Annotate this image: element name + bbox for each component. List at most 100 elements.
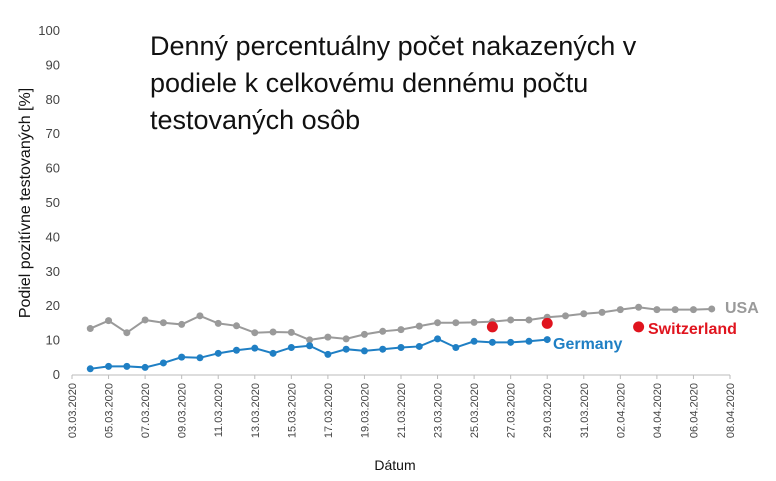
data-point xyxy=(397,326,405,334)
data-point xyxy=(141,363,149,371)
y-tick-label: 50 xyxy=(46,195,60,210)
x-tick-label: 19.03.2020 xyxy=(359,383,371,438)
x-tick-label: 25.03.2020 xyxy=(469,383,481,438)
data-point xyxy=(342,335,350,343)
x-tick-label: 21.03.2020 xyxy=(396,383,408,438)
data-point xyxy=(251,329,259,337)
data-point xyxy=(251,344,259,352)
data-point xyxy=(470,337,478,345)
x-tick-label: 06.04.2020 xyxy=(688,383,700,438)
series-line xyxy=(90,337,548,370)
data-point xyxy=(598,308,606,316)
data-point xyxy=(543,336,551,344)
data-point xyxy=(159,359,167,367)
data-point xyxy=(214,319,222,327)
data-point xyxy=(196,354,204,362)
data-point xyxy=(708,305,716,313)
data-point xyxy=(86,365,94,373)
x-tick-label: 07.03.2020 xyxy=(140,383,152,438)
data-point xyxy=(415,342,423,350)
data-point xyxy=(653,306,661,314)
data-point xyxy=(434,335,442,343)
data-point xyxy=(580,310,588,318)
x-tick-label: 13.03.2020 xyxy=(250,383,262,438)
data-point xyxy=(324,350,332,358)
data-point xyxy=(306,336,314,344)
data-point xyxy=(269,349,277,357)
data-point xyxy=(123,329,131,337)
x-tick-label: 02.04.2020 xyxy=(615,383,627,438)
series-label: USA xyxy=(725,300,759,317)
data-point xyxy=(105,317,113,325)
data-point xyxy=(397,343,405,351)
data-point xyxy=(541,317,553,329)
x-tick-label: 31.03.2020 xyxy=(579,383,591,438)
x-tick-label: 09.03.2020 xyxy=(177,383,189,438)
data-point xyxy=(159,319,167,327)
y-tick-label: 10 xyxy=(46,333,60,348)
y-tick-label: 100 xyxy=(38,23,60,38)
series-label: Germany xyxy=(553,336,622,353)
x-tick-label: 08.04.2020 xyxy=(725,383,737,438)
data-point xyxy=(452,319,460,327)
data-point xyxy=(196,312,204,320)
data-point xyxy=(379,327,387,335)
data-point xyxy=(360,347,368,355)
y-tick-label: 80 xyxy=(46,92,60,107)
data-point xyxy=(562,312,569,320)
data-point xyxy=(488,338,496,346)
chart-title: Denný percentuálny počet nakazených v po… xyxy=(150,31,637,135)
x-tick-label: 23.03.2020 xyxy=(433,383,445,438)
data-point xyxy=(507,338,515,346)
x-tick-label: 15.03.2020 xyxy=(286,383,298,438)
data-point xyxy=(486,321,498,333)
data-point xyxy=(287,343,295,351)
data-point xyxy=(470,318,478,326)
data-point xyxy=(324,333,332,341)
x-tick-label: 11.03.2020 xyxy=(213,383,225,437)
data-point xyxy=(360,330,368,338)
data-point xyxy=(671,306,679,314)
data-point xyxy=(233,346,240,354)
y-tick-label: 90 xyxy=(46,57,60,72)
data-point xyxy=(214,349,222,357)
data-point xyxy=(452,343,460,351)
y-tick-label: 20 xyxy=(46,298,60,313)
data-point xyxy=(525,337,533,345)
data-point xyxy=(635,303,643,311)
data-point xyxy=(616,306,624,314)
data-point xyxy=(507,316,515,324)
data-point xyxy=(269,328,277,336)
data-point xyxy=(415,322,423,330)
data-point xyxy=(306,342,314,350)
data-point xyxy=(379,345,387,353)
y-tick-label: 0 xyxy=(53,367,60,382)
data-point xyxy=(233,322,240,330)
y-tick-label: 70 xyxy=(46,126,60,141)
y-tick-label: 30 xyxy=(46,264,60,279)
x-tick-label: 04.04.2020 xyxy=(652,383,664,438)
data-point xyxy=(178,320,186,328)
data-point xyxy=(525,316,533,324)
x-tick-label: 27.03.2020 xyxy=(506,383,518,438)
data-point xyxy=(287,328,295,336)
data-point xyxy=(178,353,186,361)
data-point xyxy=(105,362,113,370)
data-point xyxy=(689,306,697,314)
y-tick-label: 40 xyxy=(46,229,60,244)
data-point xyxy=(86,325,94,333)
x-axis-title: Dátum xyxy=(374,457,415,473)
data-point xyxy=(434,319,442,327)
series-label: Switzerland xyxy=(648,321,737,338)
x-tick-label: 03.03.2020 xyxy=(67,383,79,438)
x-tick-label: 05.03.2020 xyxy=(104,383,116,438)
y-tick-label: 60 xyxy=(46,161,60,176)
x-tick-label: 29.03.2020 xyxy=(542,383,554,438)
data-point xyxy=(123,362,131,370)
data-point xyxy=(633,321,645,333)
data-point xyxy=(342,345,350,353)
x-tick-label: 17.03.2020 xyxy=(323,383,335,438)
y-axis-title: Podiel pozitívne testovaných [%] xyxy=(17,88,34,318)
